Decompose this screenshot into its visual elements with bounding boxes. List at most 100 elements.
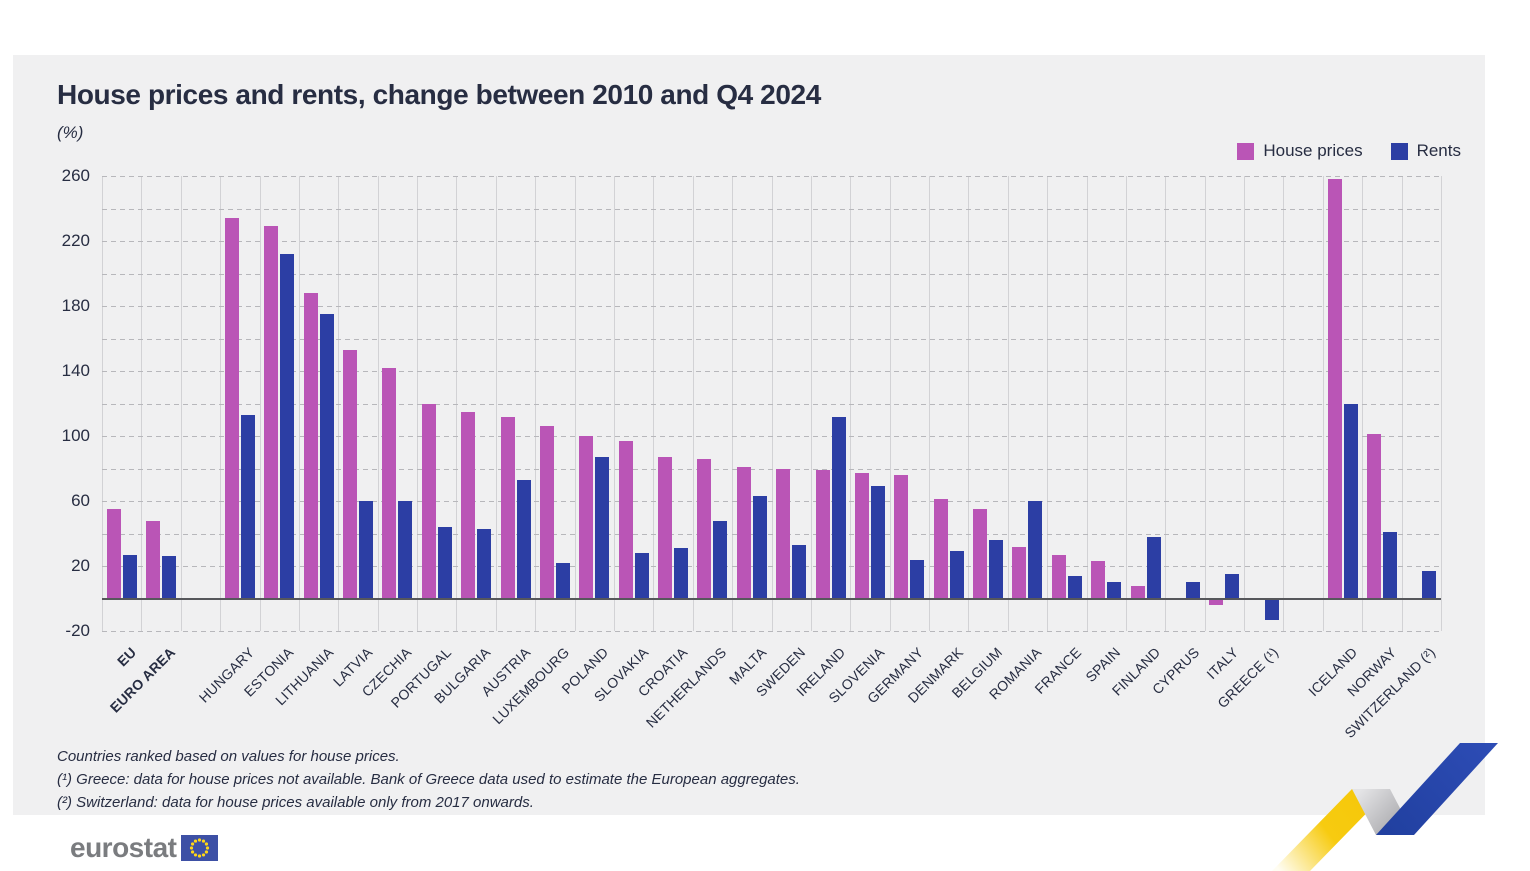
horizontal-gridline	[102, 533, 1441, 535]
ribbon-yellow-stroke	[1272, 789, 1390, 871]
horizontal-gridline	[102, 306, 1441, 307]
house-prices-bar	[303, 293, 318, 599]
rents-bar	[1382, 531, 1397, 599]
rents-bar	[516, 479, 531, 599]
horizontal-gridline	[102, 371, 1441, 372]
house-prices-bar	[224, 218, 239, 599]
rents-bar	[949, 551, 964, 599]
horizontal-gridline	[102, 273, 1441, 275]
house-prices-bar	[933, 499, 948, 599]
rents-bar	[752, 496, 767, 599]
house-prices-bar	[579, 436, 594, 599]
eurostat-logo-text: eurostat	[70, 832, 177, 863]
horizontal-gridline	[102, 631, 1441, 632]
rents-bar	[831, 416, 846, 599]
legend: House prices Rents	[1237, 141, 1461, 161]
house-prices-bar	[658, 457, 673, 599]
footnote-greece: (¹) Greece: data for house prices not av…	[57, 771, 800, 788]
legend-item-house-prices: House prices	[1237, 141, 1363, 161]
rents-bar	[1107, 582, 1122, 599]
footnote-ranking: Countries ranked based on values for hou…	[57, 748, 400, 765]
rents-bar	[162, 556, 177, 599]
y-axis-tick-label: 20	[71, 556, 90, 575]
house-prices-bar	[1051, 554, 1066, 599]
rents-bar	[398, 501, 413, 599]
ribbon-decoration	[1272, 743, 1498, 871]
rents-bar	[1067, 575, 1082, 599]
house-prices-bar	[382, 367, 397, 599]
horizontal-gridline	[102, 403, 1441, 405]
horizontal-gridline	[102, 436, 1441, 437]
ribbon-blue-stroke	[1376, 743, 1498, 835]
house-prices-bar	[815, 470, 830, 599]
legend-item-rents: Rents	[1390, 141, 1461, 161]
house-prices-swatch-icon	[1237, 142, 1255, 160]
horizontal-gridline	[102, 208, 1441, 210]
rents-bar	[1225, 574, 1240, 599]
rents-bar	[674, 548, 689, 599]
house-prices-bar	[1327, 179, 1342, 599]
horizontal-gridline	[102, 241, 1441, 242]
chart-title: House prices and rents, change between 2…	[57, 79, 821, 110]
house-prices-bar	[1366, 434, 1381, 599]
house-prices-bar	[500, 416, 515, 599]
horizontal-gridline	[102, 338, 1441, 340]
house-prices-bar	[146, 520, 161, 599]
house-prices-bar	[1012, 546, 1027, 599]
rents-bar	[870, 486, 885, 599]
rents-bar	[910, 559, 925, 599]
y-axis-tick-label: 100	[61, 426, 90, 445]
rents-bar	[319, 314, 334, 599]
y-axis-tick-label: 180	[61, 296, 90, 315]
house-prices-bar	[618, 440, 633, 599]
house-prices-bar	[1091, 561, 1106, 599]
rents-bar	[1343, 403, 1358, 599]
house-prices-bar	[1209, 598, 1224, 605]
rents-bar	[1264, 598, 1279, 620]
rents-bar	[1146, 536, 1161, 599]
house-prices-bar	[776, 468, 791, 599]
y-axis-tick-label: -20	[65, 621, 90, 640]
rents-swatch-icon	[1390, 142, 1408, 160]
rents-bar	[713, 520, 728, 599]
rents-bar	[437, 527, 452, 599]
eu-flag-icon	[181, 835, 219, 861]
house-prices-bar	[894, 475, 909, 599]
house-prices-bar	[973, 509, 988, 599]
house-prices-bar	[421, 403, 436, 599]
horizontal-gridline	[102, 176, 1441, 177]
eurostat-logo: eurostat	[70, 832, 219, 864]
rents-bar	[122, 554, 137, 599]
horizontal-gridline	[102, 468, 1441, 470]
zero-axis-line	[102, 597, 1441, 600]
house-prices-bar	[736, 466, 751, 599]
vertical-gridline	[1441, 176, 1442, 631]
y-axis-tick-label: 60	[71, 491, 90, 510]
rents-bar	[989, 540, 1004, 599]
house-prices-bar	[539, 426, 554, 599]
y-axis-tick-label: 220	[61, 231, 90, 250]
legend-label-rents: Rents	[1416, 141, 1461, 160]
house-prices-bar	[697, 458, 712, 599]
rents-bar	[1028, 501, 1043, 599]
plot-area: 260 220 180 140 100 60 20 -20 EU EURO AREA HUNGARY…	[62, 166, 1442, 741]
y-axis-tick-label: 260	[61, 166, 90, 185]
legend-label-house-prices: House prices	[1263, 141, 1363, 160]
footnotes: Countries ranked based on values for hou…	[57, 745, 800, 814]
rents-bar	[1186, 582, 1200, 599]
rents-bar	[240, 414, 255, 599]
rents-bar	[555, 562, 570, 599]
footnote-switzerland: (²) Switzerland: data for house prices a…	[57, 794, 534, 811]
house-prices-bar	[854, 473, 869, 599]
house-prices-bar	[342, 349, 357, 599]
rents-bar	[280, 254, 295, 599]
rents-bar	[358, 501, 373, 599]
rents-bar	[1422, 570, 1437, 599]
rents-bar	[792, 544, 807, 599]
y-axis-tick-label: 140	[61, 361, 90, 380]
house-prices-bar	[264, 226, 279, 599]
rents-bar	[477, 528, 492, 599]
rents-bar	[595, 457, 610, 599]
rents-bar	[634, 553, 649, 599]
unit-label: (%)	[57, 123, 84, 142]
